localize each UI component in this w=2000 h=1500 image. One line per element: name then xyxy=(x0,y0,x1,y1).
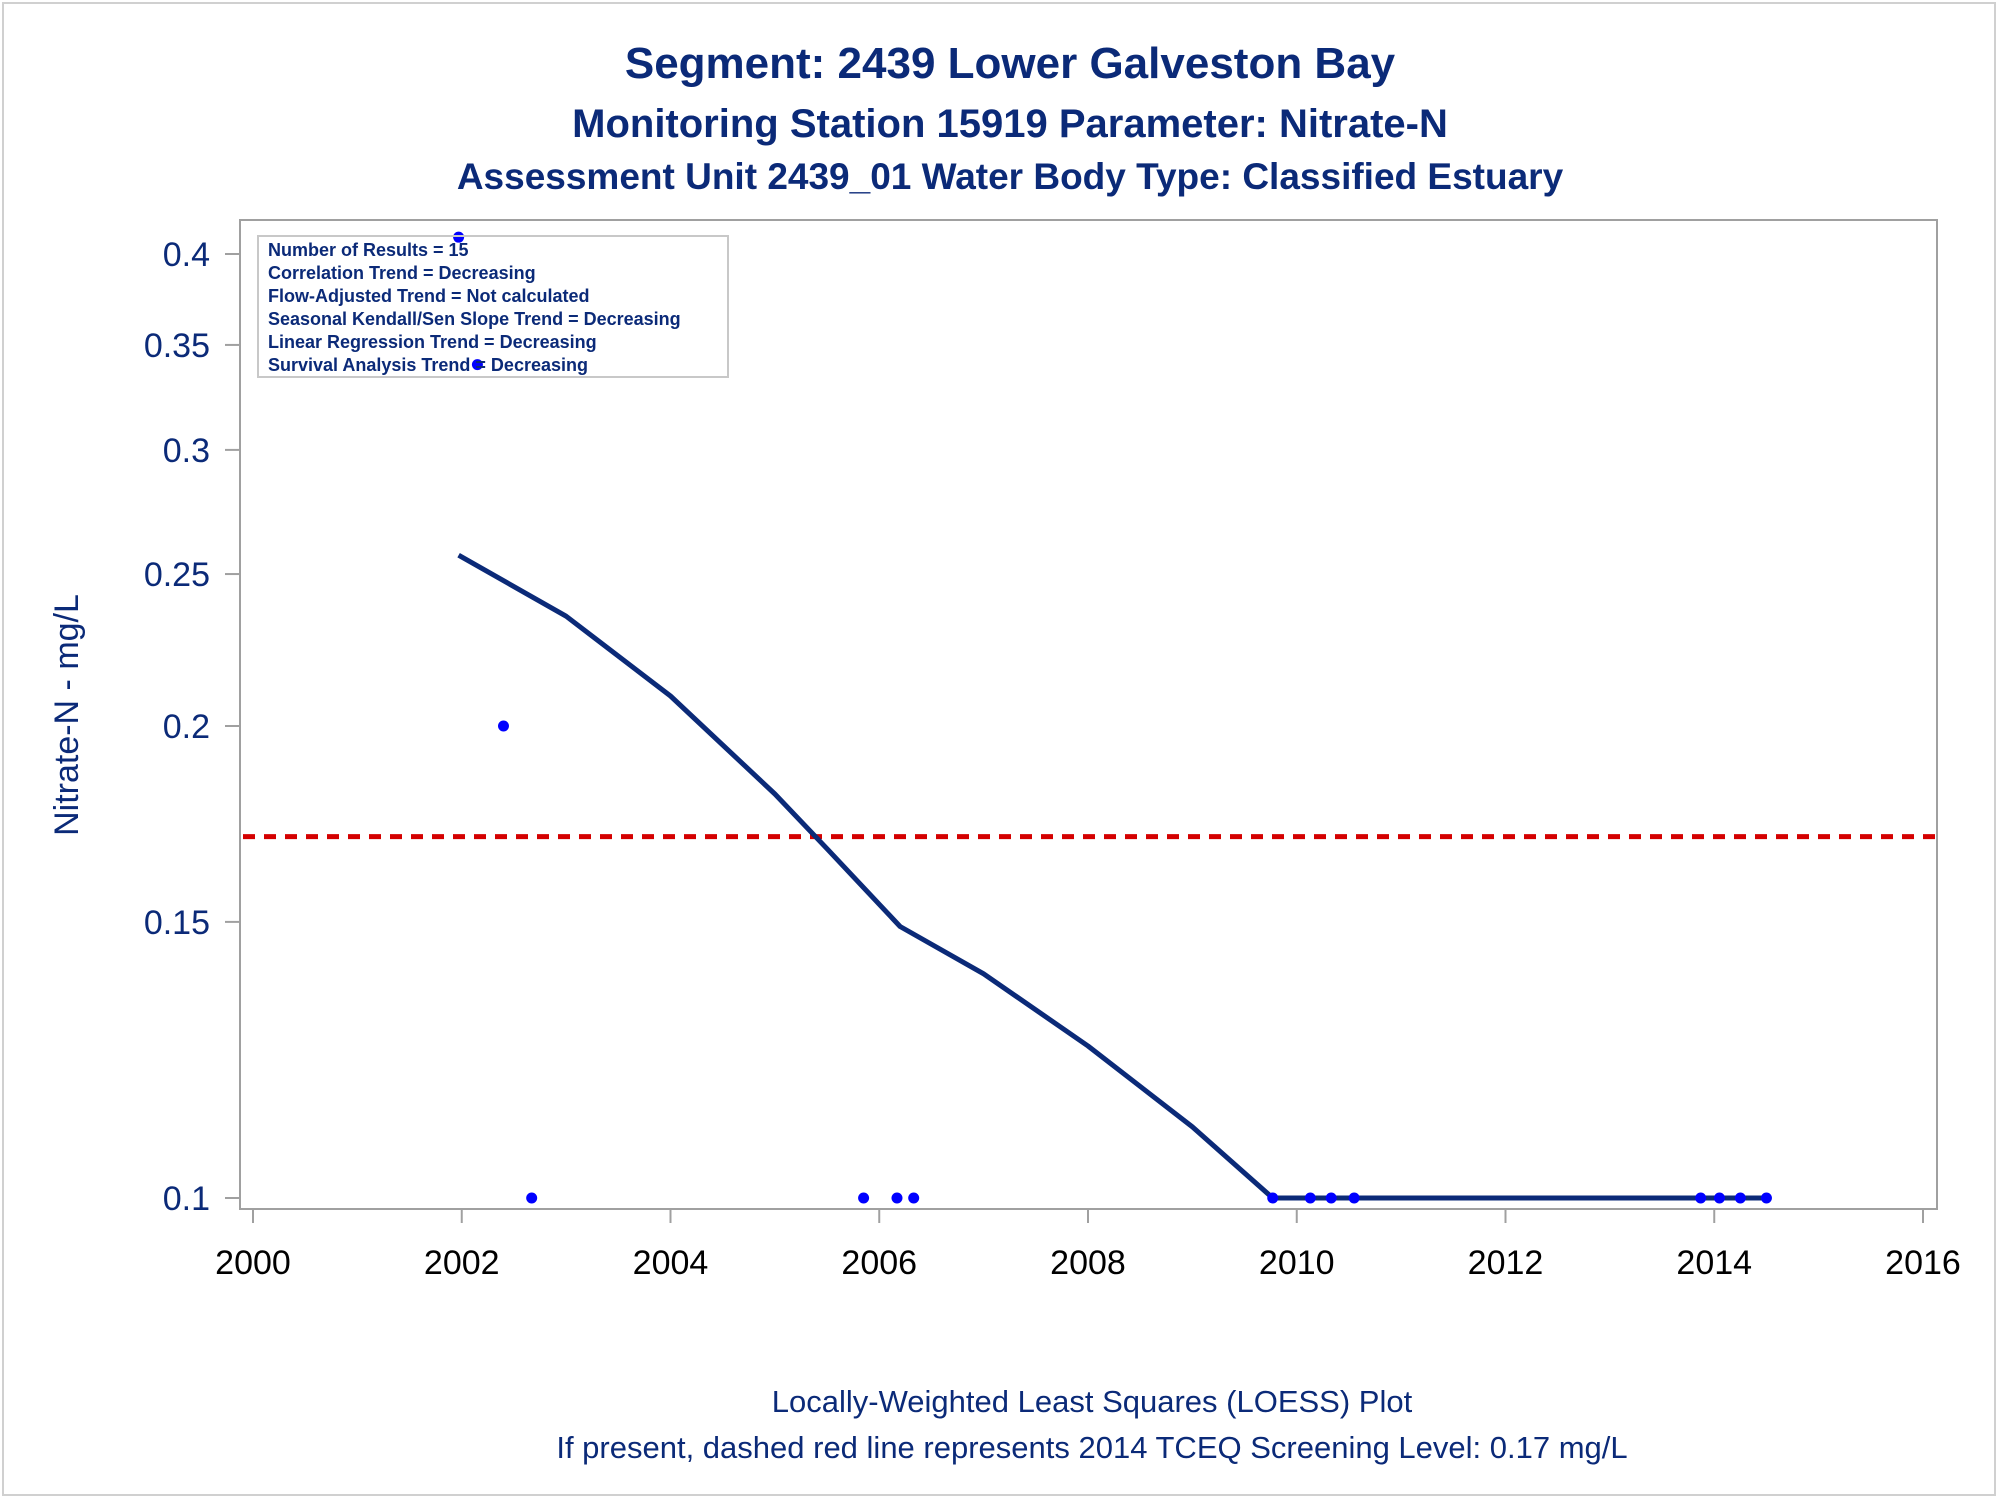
data-points xyxy=(453,231,1772,1204)
x-tick-label-2: 2004 xyxy=(633,1244,709,1282)
y-tick-label-0: 0.1 xyxy=(163,1180,210,1218)
x-tick-label-7: 2014 xyxy=(1676,1244,1752,1282)
data-point-1 xyxy=(471,359,483,371)
footnote-loess: Locally-Weighted Least Squares (LOESS) P… xyxy=(772,1384,1413,1419)
x-tick-label-3: 2006 xyxy=(841,1244,917,1282)
footnote-screening: If present, dashed red line represents 2… xyxy=(556,1430,1627,1465)
data-point-0 xyxy=(453,231,465,243)
data-point-11 xyxy=(1695,1192,1707,1204)
chart-subtitle-station: Monitoring Station 15919 Parameter: Nitr… xyxy=(572,102,1448,146)
chart-title: Segment: 2439 Lower Galveston Bay xyxy=(625,39,1396,88)
stat-linear-regression-trend: Linear Regression Trend = Decreasing xyxy=(268,332,597,352)
data-point-3 xyxy=(526,1192,538,1204)
stats-box-border xyxy=(257,235,729,378)
data-point-2 xyxy=(498,720,509,732)
y-tick-label-5: 0.35 xyxy=(144,327,210,365)
y-tick-label-6: 0.4 xyxy=(163,236,210,274)
data-point-9 xyxy=(1325,1192,1337,1204)
data-point-6 xyxy=(908,1192,920,1204)
data-point-10 xyxy=(1348,1192,1360,1204)
y-tick-label-3: 0.25 xyxy=(144,556,210,594)
stat-correlation-trend: Correlation Trend = Decreasing xyxy=(268,263,536,283)
data-point-13 xyxy=(1734,1192,1746,1204)
y-tick-label-2: 0.2 xyxy=(163,708,210,746)
x-tick-label-5: 2010 xyxy=(1259,1244,1335,1282)
chart-subtitle-assessment: Assessment Unit 2439_01 Water Body Type:… xyxy=(457,156,1564,197)
x-tick-label-1: 2002 xyxy=(424,1244,500,1282)
x-tick-label-0: 2000 xyxy=(215,1244,291,1282)
stats-box: Number of Results = 15 Correlation Trend… xyxy=(257,235,729,378)
stat-flow-adjusted-trend: Flow-Adjusted Trend = Not calculated xyxy=(268,286,590,306)
data-point-8 xyxy=(1304,1192,1316,1204)
x-tick-label-6: 2012 xyxy=(1468,1244,1544,1282)
data-point-4 xyxy=(858,1192,870,1204)
y-axis: 0.1 0.15 0.2 0.25 0.3 0.35 0.4 xyxy=(144,236,240,1218)
y-tick-label-1: 0.15 xyxy=(144,904,210,942)
x-tick-label-8: 2016 xyxy=(1885,1244,1961,1282)
loess-line xyxy=(457,553,1767,1201)
data-point-7 xyxy=(1267,1192,1279,1204)
y-tick-label-4: 0.3 xyxy=(163,432,210,470)
stat-seasonal-kendall-trend: Seasonal Kendall/Sen Slope Trend = Decre… xyxy=(268,309,681,329)
data-point-14 xyxy=(1760,1192,1772,1204)
y-axis-label: Nitrate-N - mg/L xyxy=(48,594,86,836)
data-point-5 xyxy=(891,1192,903,1204)
stat-number-of-results: Number of Results = 15 xyxy=(268,240,469,260)
data-point-12 xyxy=(1713,1192,1725,1204)
stat-survival-analysis-trend: Survival Analysis Trend = Decreasing xyxy=(268,355,588,375)
x-tick-label-4: 2008 xyxy=(1050,1244,1126,1282)
x-axis: 2000 2002 2004 2006 2008 2010 2012 2014 2016 xyxy=(215,1208,1961,1282)
